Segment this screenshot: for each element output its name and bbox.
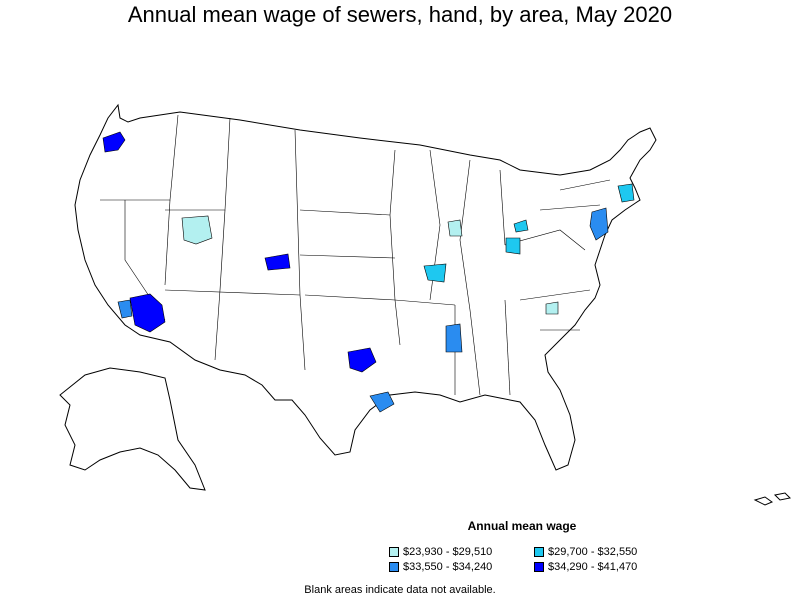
legend-label-4: $34,290 - $41,470	[548, 561, 638, 573]
area-new-york-nj	[589, 207, 609, 241]
area-st-louis-mo	[423, 263, 447, 283]
area-northern-mississippi	[445, 323, 463, 353]
area-houston-tx	[369, 391, 395, 413]
area-los-angeles-ca	[129, 293, 166, 333]
legend-title: Annual mean wage	[467, 519, 577, 533]
hawaii-outline	[753, 492, 792, 506]
area-columbus-oh	[505, 237, 521, 255]
legend-swatch-4	[534, 562, 544, 572]
area-western-virginia	[545, 301, 559, 315]
legend-swatch-1	[389, 547, 399, 557]
area-cleveland-oh	[513, 219, 529, 233]
area-chicago-il	[447, 219, 463, 237]
legend-item-1: $23,930 - $29,510	[389, 546, 492, 558]
map-title: Annual mean wage of sewers, hand, by are…	[127, 2, 673, 27]
legend-label-2: $29,700 - $32,550	[548, 546, 638, 558]
legend-swatch-3	[389, 562, 399, 572]
legend-label-3: $33,550 - $34,240	[403, 561, 493, 573]
legend-item-3: $33,550 - $34,240	[389, 561, 492, 573]
area-boston-ma	[617, 183, 635, 203]
legend-label-1: $23,930 - $29,510	[403, 546, 493, 558]
area-portland-or	[102, 131, 126, 153]
area-dallas-tx	[347, 347, 377, 373]
area-oxnard-ca	[117, 299, 133, 319]
footnote: Blank areas indicate data not available.	[304, 584, 496, 596]
area-grand-junction-co	[264, 253, 291, 271]
alaska-outline	[59, 367, 206, 491]
legend-item-2: $29,700 - $32,550	[534, 546, 637, 558]
legend-swatch-2	[534, 547, 544, 557]
us-outline	[74, 103, 657, 471]
legend-item-4: $34,290 - $41,470	[534, 561, 637, 573]
area-southern-idaho	[181, 215, 213, 245]
